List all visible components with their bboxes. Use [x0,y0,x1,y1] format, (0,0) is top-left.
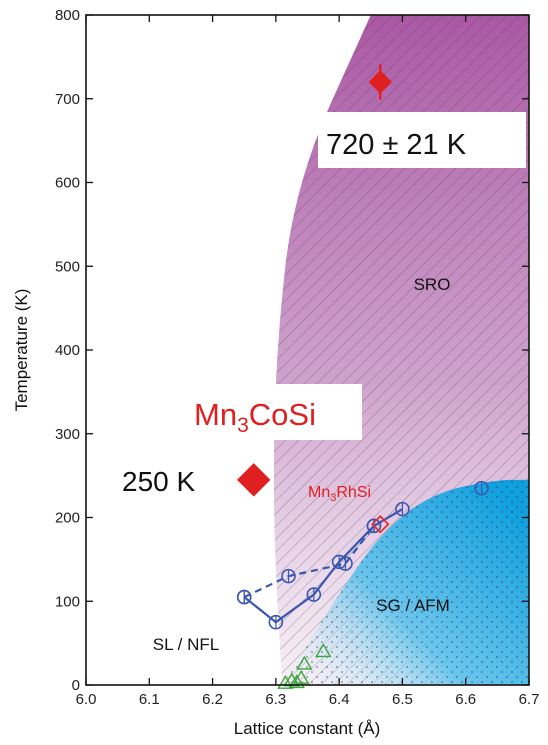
y-tick-label: 500 [55,258,80,275]
mn3cosi-label-suffix: CoSi [249,397,316,432]
label-mn3cosi-background [186,384,362,440]
y-tick-label: 200 [55,510,80,527]
mn3rhsi-label-prefix: Mn [308,484,330,501]
y-tick-label: 0 [72,677,80,694]
x-tick-label: 6.7 [519,691,540,708]
sro-label: SRO [414,275,451,294]
y-tick-label: 100 [55,593,80,610]
data-point-triangle [296,655,313,670]
mn3rhsi-label-subscript: 3 [330,492,336,504]
y-axis-title: Temperature (K) [12,289,31,412]
data-point-triangle [288,674,305,689]
x-axis-title: Lattice constant (Å) [234,719,380,738]
y-tick-label: 400 [55,342,80,359]
x-tick-label: 6.3 [265,691,286,708]
y-tick-label: 600 [55,175,80,192]
sg-afm-label: SG / AFM [376,596,450,615]
x-tick-label: 6.0 [76,691,97,708]
plot-frame [85,14,530,686]
x-tick-label: 6.1 [139,691,160,708]
mn3rhsi-label-suffix: RhSi [336,484,371,501]
mn3rhsi-label: Mn3RhSi [308,484,371,504]
y-tick-label: 800 [55,7,80,24]
data-point-triangle [315,643,332,658]
sg-afm-dots [282,479,529,685]
mn3cosi-label-subscript: 3 [237,414,249,437]
x-tick-label: 6.6 [455,691,476,708]
data-point-diamond-filled [368,70,392,94]
x-tick-label: 6.2 [202,691,223,708]
mn3cosi-label: Mn3CoSi [194,397,316,437]
data-point-diamond-filled [237,463,271,497]
sl-nfl-label: SL / NFL [153,635,219,654]
data-point-triangle [292,669,310,684]
label-250k: 250 K [122,466,195,497]
data-point-diamond-open [371,514,390,534]
label-720k: 720 ± 21 K [326,129,467,161]
y-tick-label: 300 [55,426,80,443]
mn3cosi-label-prefix: Mn [194,397,237,432]
y-tick-label: 700 [55,91,80,108]
series-line [243,525,375,599]
data-point-triangle [277,674,294,689]
x-tick-label: 6.4 [329,691,350,708]
label-720-background [318,112,526,168]
x-tick-label: 6.5 [392,691,413,708]
